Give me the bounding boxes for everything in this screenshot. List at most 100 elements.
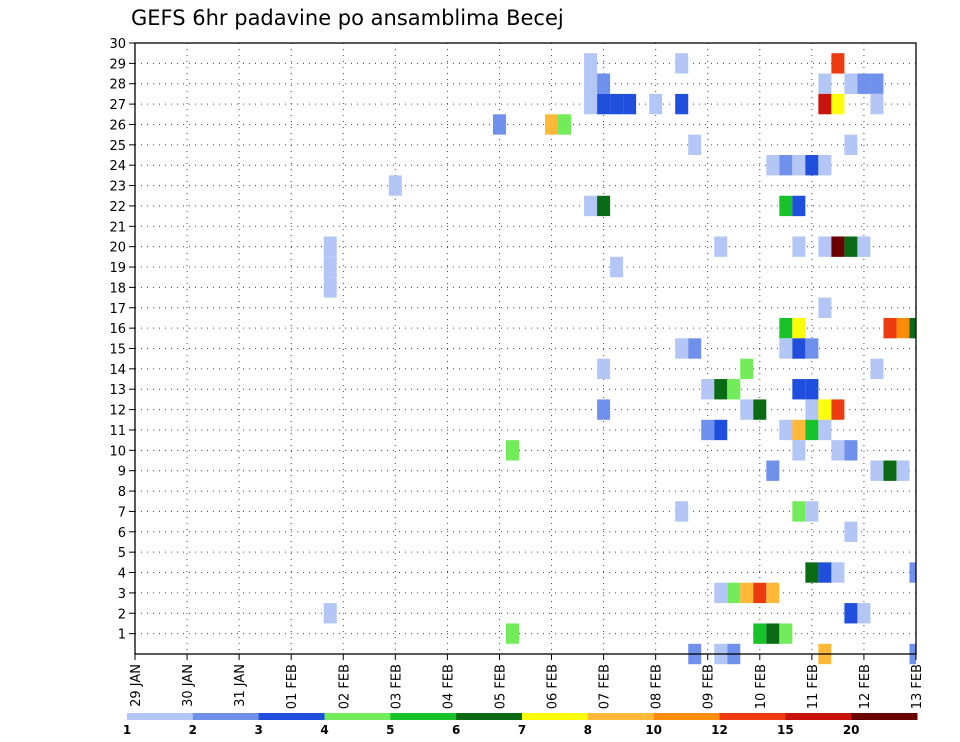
precip-cell <box>779 195 793 217</box>
y-tick-label: 16 <box>109 322 126 337</box>
precip-cell <box>844 73 858 94</box>
precip-cell <box>870 358 884 380</box>
x-tick-label: 31 JAN <box>233 664 248 707</box>
legend-swatch <box>258 713 325 720</box>
precip-cell <box>818 73 832 94</box>
precip-cell <box>805 399 819 420</box>
precip-cell <box>818 297 832 318</box>
legend-swatch <box>127 713 194 720</box>
x-tick-label: 07 FEB <box>598 664 613 709</box>
precip-cell <box>714 419 728 441</box>
y-tick-label: 18 <box>109 281 126 296</box>
y-tick-label: 5 <box>118 546 126 561</box>
precip-cell <box>675 338 689 359</box>
precip-cell <box>597 73 611 94</box>
precip-cell <box>492 114 506 135</box>
x-tick-label: 04 FEB <box>441 664 456 709</box>
precip-cell <box>857 73 871 94</box>
precip-cell <box>584 195 598 217</box>
x-tick-label: 11 FEB <box>806 664 821 709</box>
precip-cell <box>792 317 806 339</box>
precip-cell <box>714 582 728 604</box>
data-cells <box>323 53 916 665</box>
x-tick-label: 12 FEB <box>858 664 873 709</box>
precip-cell <box>779 338 793 359</box>
legend-label: 1 <box>123 723 131 737</box>
precip-cell <box>844 521 858 542</box>
precip-cell <box>714 379 728 400</box>
legend-label: 8 <box>584 723 592 737</box>
precip-cell <box>584 93 598 115</box>
legend-label: 5 <box>386 723 394 737</box>
precip-cell <box>844 134 858 156</box>
precip-cell <box>857 603 871 624</box>
y-tick-label: 3 <box>118 587 126 602</box>
precip-cell <box>805 338 819 359</box>
precip-cell <box>883 460 897 481</box>
y-tick-label: 29 <box>109 57 126 72</box>
precip-cell <box>909 317 916 339</box>
precip-cell <box>818 419 832 441</box>
precip-cell <box>818 236 832 257</box>
precip-cell <box>844 440 858 461</box>
chart-title: GEFS 6hr padavine po ansamblima Becej <box>131 6 564 30</box>
precip-cell <box>831 562 845 583</box>
x-tick-label: 05 FEB <box>493 664 508 709</box>
x-tick-label: 13 FEB <box>910 664 925 709</box>
x-tick-label: 03 FEB <box>389 664 404 709</box>
precip-cell <box>623 93 637 115</box>
legend-swatch <box>522 713 589 720</box>
precip-cell <box>597 195 611 217</box>
gridlines <box>135 43 916 654</box>
precip-cell <box>388 175 402 196</box>
precip-cell <box>870 93 884 115</box>
x-tick-label: 01 FEB <box>285 664 300 709</box>
precip-cell <box>766 623 780 644</box>
x-tick-label: 02 FEB <box>337 664 352 709</box>
precip-cell <box>766 460 780 481</box>
y-tick-label: 11 <box>109 424 126 439</box>
precip-cell <box>753 582 767 604</box>
precip-cell <box>688 338 702 359</box>
x-tick-label: 30 JAN <box>181 664 196 707</box>
y-tick-label: 2 <box>118 607 126 622</box>
legend-label: 6 <box>452 723 460 737</box>
precip-cell <box>844 603 858 624</box>
precip-cell <box>597 93 611 115</box>
precip-cell <box>740 399 754 420</box>
precip-cell <box>610 93 624 115</box>
precip-cell <box>779 623 793 644</box>
y-tick-label: 19 <box>109 261 126 276</box>
precip-cell <box>753 399 767 420</box>
legend-label: 7 <box>518 723 526 737</box>
precip-cell <box>818 399 832 420</box>
precip-cell <box>792 501 806 522</box>
legend-label: 3 <box>254 723 262 737</box>
y-tick-label: 9 <box>118 465 126 480</box>
precip-cell <box>792 440 806 461</box>
legend-swatch <box>851 713 918 720</box>
y-tick-label: 25 <box>109 139 126 154</box>
y-tick-label: 22 <box>109 200 126 215</box>
y-tick-label: 23 <box>109 180 126 195</box>
precip-cell <box>805 379 819 400</box>
precip-cell <box>688 134 702 156</box>
y-tick-label: 6 <box>118 526 126 541</box>
precip-cell <box>505 440 519 461</box>
precip-cell <box>779 317 793 339</box>
y-tick-label: 8 <box>118 485 126 500</box>
legend-label: 2 <box>189 723 197 737</box>
precip-cell <box>597 399 611 420</box>
precip-cell <box>505 623 519 644</box>
precip-cell <box>323 256 337 278</box>
precip-cell <box>792 195 806 217</box>
color-legend: 1 2 3 4 5 6 7 8 10 12 15 20 <box>123 713 918 737</box>
precip-cell <box>805 155 819 176</box>
precip-cell <box>545 114 559 135</box>
legend-label: 20 <box>843 723 860 737</box>
x-tick-label: 09 FEB <box>702 664 717 709</box>
y-tick-label: 7 <box>118 505 126 520</box>
precip-cell <box>558 114 572 135</box>
y-tick-label: 28 <box>109 78 126 93</box>
precip-cell <box>649 93 663 115</box>
